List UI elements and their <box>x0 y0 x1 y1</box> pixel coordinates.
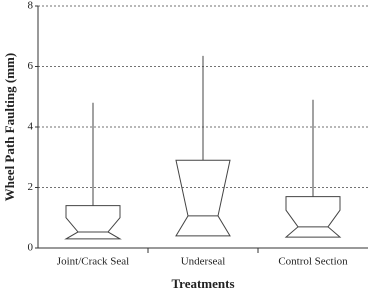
x-axis-label: Treatments <box>171 276 234 291</box>
x-tick-label: Joint/Crack Seal <box>57 256 129 268</box>
y-tick-label: 0 <box>28 242 34 254</box>
x-tick-label: Control Section <box>278 256 348 268</box>
box <box>284 196 342 238</box>
y-tick-label: 6 <box>28 60 34 72</box>
y-axis-label: Wheel Path Faulting (mm) <box>2 53 17 201</box>
box <box>64 205 122 240</box>
y-tick-label: 2 <box>28 181 34 193</box>
x-tick-label: Underseal <box>181 256 226 268</box>
y-tick-label: 4 <box>28 121 34 133</box>
y-tick-label: 8 <box>28 0 34 12</box>
box <box>175 159 231 237</box>
